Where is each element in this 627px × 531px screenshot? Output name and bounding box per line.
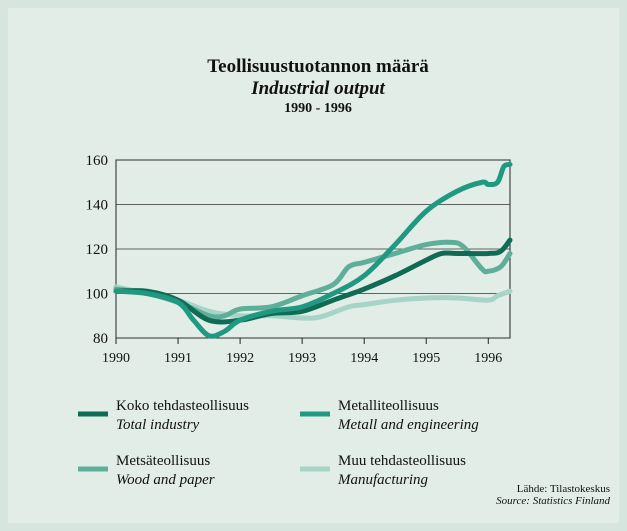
- chart-period: 1990 - 1996: [284, 101, 352, 116]
- legend-label-en: Manufacturing: [337, 472, 428, 488]
- y-tick-label: 160: [86, 153, 109, 169]
- series-line: [113, 237, 513, 325]
- source-en: Source: Statistics Finland: [496, 495, 610, 507]
- series-line: [113, 284, 513, 321]
- y-tick-label: 120: [86, 242, 109, 258]
- x-tick-label: 1991: [164, 351, 192, 366]
- x-tick-label: 1996: [474, 351, 502, 366]
- legend-label-en: Wood and paper: [116, 472, 215, 488]
- x-tick-label: 1994: [350, 351, 378, 366]
- series-line: [113, 239, 513, 320]
- y-tick-label: 140: [86, 198, 109, 214]
- chart-subtitle: Industrial output: [250, 78, 385, 99]
- legend-label: Metsäteollisuus: [116, 453, 210, 469]
- source: Lähde: Tilastokeskus: [517, 483, 610, 495]
- legend-label: Metalliteollisuus: [338, 398, 439, 414]
- x-tick-label: 1990: [102, 351, 130, 366]
- series-line: [113, 161, 513, 339]
- x-tick-label: 1993: [288, 351, 316, 366]
- chart-title: Teollisuustuotannon määrä: [207, 56, 429, 77]
- x-tick-label: 1995: [412, 351, 440, 366]
- legend-label-en: Metall and engineering: [337, 417, 479, 433]
- y-tick-label: 80: [93, 331, 108, 347]
- legend-label: Muu tehdasteollisuus: [338, 453, 466, 469]
- legend-label-en: Total industry: [116, 417, 200, 433]
- panel: [8, 8, 619, 523]
- x-tick-label: 1992: [226, 351, 254, 366]
- y-tick-label: 100: [86, 287, 109, 303]
- legend-label: Koko tehdasteollisuus: [116, 398, 249, 414]
